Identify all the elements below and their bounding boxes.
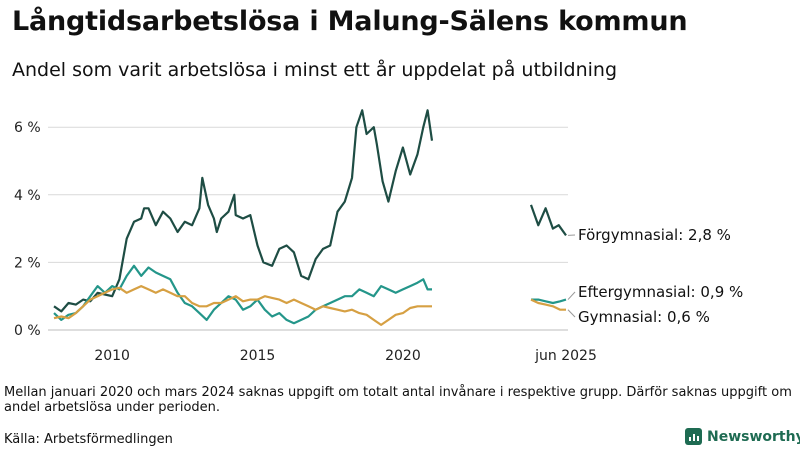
- series-line-gymnasial-recent: [530, 298, 566, 311]
- brand-logo: Newsworthy: [685, 428, 800, 445]
- series-line-eftergymnasial-recent: [531, 298, 567, 305]
- series-label-gymnasial: Gymnasial: 0,6 %: [578, 308, 710, 326]
- series-line-eftergymnasial: [53, 264, 432, 325]
- y-tick-label: 6 %: [14, 120, 41, 136]
- label-leader-eftergymnasial: [567, 291, 576, 300]
- label-leader-gymnasial: [567, 309, 576, 318]
- series-label-forgymnasial: Förgymnasial: 2,8 %: [578, 226, 731, 244]
- x-tick-label: 2020: [385, 348, 421, 364]
- y-tick-label: 2 %: [14, 255, 41, 271]
- x-tick-label: 2015: [240, 348, 276, 364]
- x-tick-label: 2010: [94, 348, 130, 364]
- series-line-forgymnasial: [53, 109, 434, 313]
- series-label-eftergymnasial: Eftergymnasial: 0,9 %: [578, 283, 743, 301]
- x-tick-label: jun 2025: [534, 348, 597, 364]
- brand-name: Newsworthy: [707, 428, 800, 445]
- series-line-gymnasial: [53, 285, 432, 326]
- footnote: Mellan januari 2020 och mars 2024 saknas…: [4, 385, 792, 415]
- y-tick-label: 4 %: [14, 188, 41, 204]
- chart-title: Långtidsarbetslösa i Malung-Sälens kommu…: [12, 6, 688, 37]
- series-line-forgymnasial-recent: [529, 204, 567, 237]
- source-text: Källa: Arbetsförmedlingen: [4, 432, 173, 447]
- y-tick-label: 0 %: [14, 323, 41, 339]
- chart-subtitle: Andel som varit arbetslösa i minst ett å…: [12, 59, 618, 81]
- newsworthy-logo-icon: [685, 428, 702, 445]
